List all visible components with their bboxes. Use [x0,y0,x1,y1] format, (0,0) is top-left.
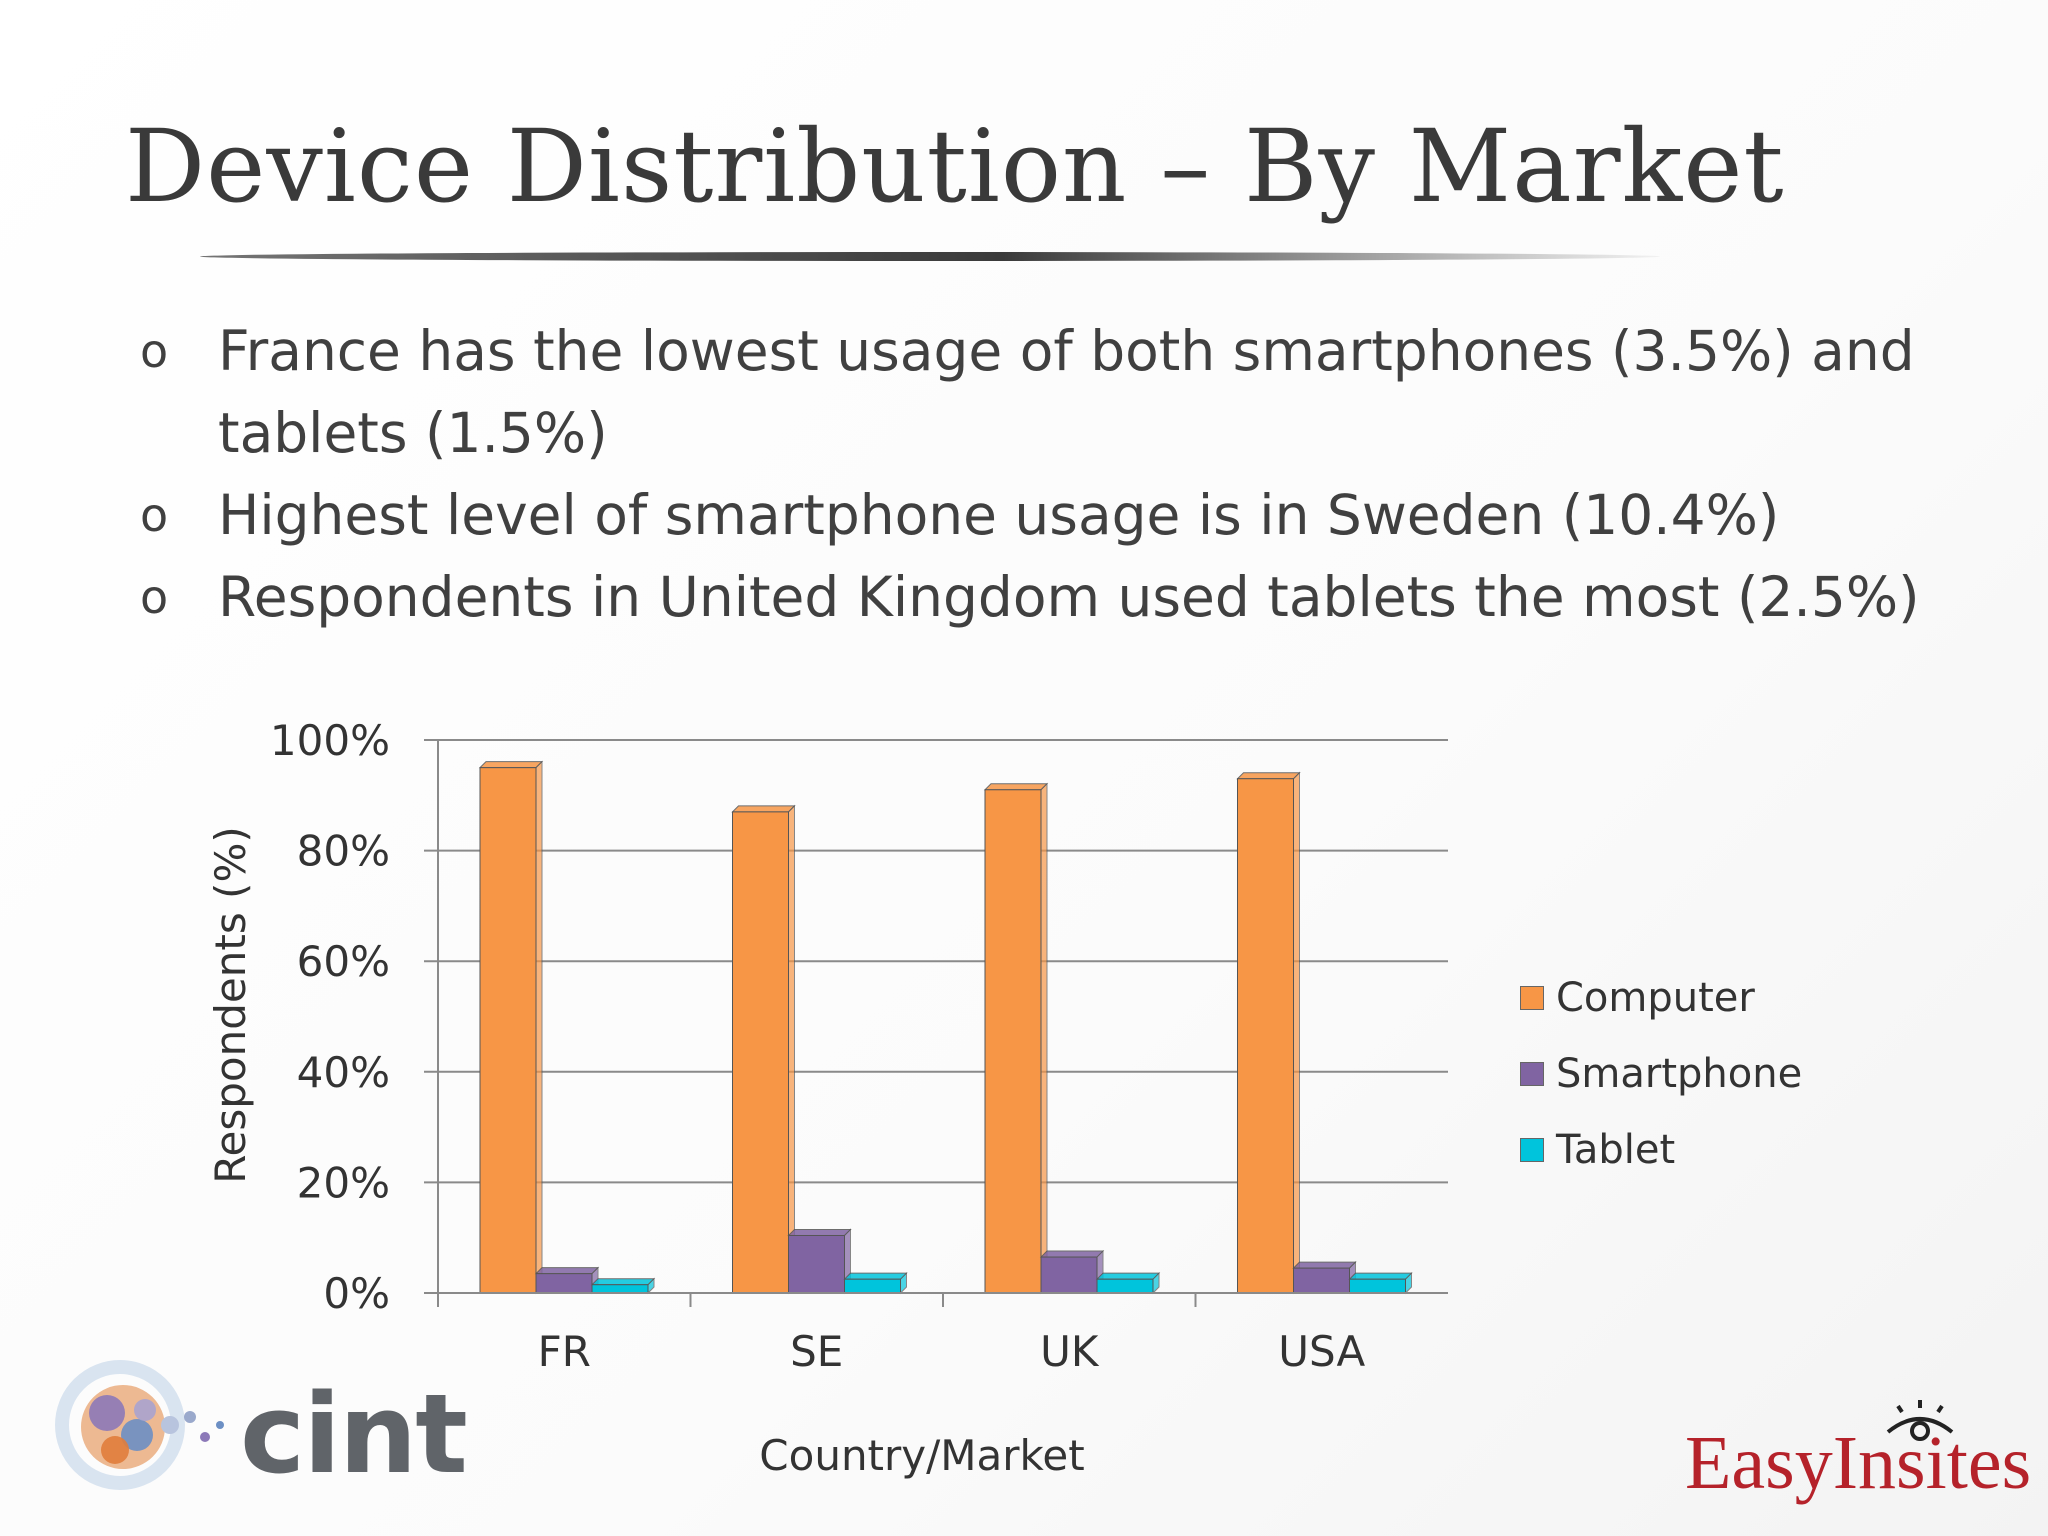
bullet-marker: o [140,570,169,624]
easyinsites-logo-text: EasyInsites [1685,1421,2032,1505]
bullet-item: o France has the lowest usage of both sm… [140,310,2020,474]
bullet-text: Highest level of smartphone usage is in … [218,483,1780,547]
bar-tablet-usa [1349,1278,1406,1294]
bars [478,760,1413,1295]
bar-smartphone-se [788,1234,845,1294]
title-divider [200,252,1660,261]
x-tick-label: USA [1278,1327,1365,1376]
bar-top-smartphone [787,1228,852,1236]
cint-logo-mark [55,1360,224,1490]
bar-computer-se [732,811,789,1294]
bar-side-computer [535,760,543,1295]
bar-top-smartphone [1039,1250,1105,1258]
y-tick-label: 0% [323,1269,390,1318]
bar-top-computer [478,761,544,769]
legend-label: Tablet [1556,1127,1676,1173]
bullet-item: o Respondents in United Kingdom used tab… [140,556,2020,638]
bar-top-tablet [590,1278,656,1286]
bar-top-smartphone [1292,1261,1357,1269]
bullet-marker: o [140,488,169,542]
y-tick-label: 20% [297,1158,390,1207]
x-tick-label: FR [538,1327,591,1376]
legend-item-tablet: Tablet [1520,1112,1802,1188]
bar-tablet-uk [1096,1278,1154,1294]
bar-top-tablet [1095,1272,1161,1280]
legend-swatch-computer [1520,986,1544,1010]
bar-tablet-fr [591,1284,649,1294]
bar-computer-fr [479,767,537,1294]
bar-top-tablet [843,1272,908,1280]
bar-smartphone-fr [535,1273,593,1294]
axes [437,740,1448,1307]
bar-side-computer [1040,782,1048,1295]
bullet-item: o Highest level of smartphone usage is i… [140,474,2020,556]
bar-top-smartphone [534,1267,600,1275]
y-axis-label: Respondents (%) [206,826,255,1184]
bar-side-computer [788,804,795,1295]
bullet-list: o France has the lowest usage of both sm… [140,310,2020,638]
slide-title: Device Distribution – By Market [125,108,1785,225]
legend-label: Computer [1556,975,1755,1021]
bar-top-tablet [1348,1272,1413,1280]
legend-swatch-tablet [1520,1138,1544,1162]
bar-top-computer [1236,772,1301,780]
bar-side-computer [1293,771,1300,1295]
eye-icon [1886,1400,1954,1441]
bar-top-computer [731,805,796,813]
bar-smartphone-uk [1040,1256,1098,1294]
legend-item-smartphone: Smartphone [1520,1036,1802,1112]
bar-computer-usa [1237,778,1294,1294]
y-tick-label: 80% [297,827,390,876]
bullet-text: Respondents in United Kingdom used table… [218,565,1920,629]
cint-logo-text: cint [240,1370,468,1498]
legend-swatch-smartphone [1520,1062,1544,1086]
bar-tablet-se [844,1278,901,1294]
x-axis-label: Country/Market [759,1431,1084,1480]
x-tick-label: SE [790,1327,843,1376]
bullet-text: France has the lowest usage of both smar… [218,319,1915,465]
tick-labels: 0% 20% 40% 60% 80% 100% FR SE UK USA [270,716,1366,1376]
bar-top-computer [983,783,1049,791]
bullet-marker: o [140,324,169,378]
y-tick-label: 40% [297,1048,390,1097]
legend-item-computer: Computer [1520,960,1802,1036]
chart-legend: Computer Smartphone Tablet [1520,960,1802,1188]
y-tick-label: 100% [270,716,390,765]
x-tick-label: UK [1040,1327,1100,1376]
y-tick-label: 60% [297,937,390,986]
bar-computer-uk [984,789,1042,1294]
legend-label: Smartphone [1556,1051,1803,1097]
bar-smartphone-usa [1293,1267,1350,1294]
